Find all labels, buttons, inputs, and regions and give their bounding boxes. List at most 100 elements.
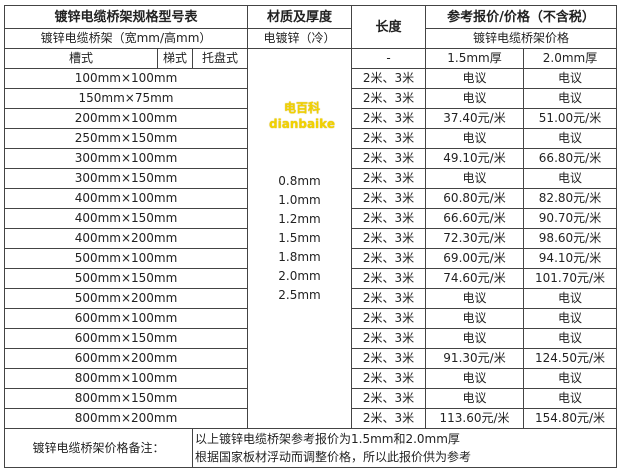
table-row: 500mm×100mm 2米、3米 69.00元/米 94.10元/米: [4, 248, 617, 269]
price-table: 镀锌电缆桥架规格型号表 材质及厚度 长度 参考报价/价格（不含税） 镀锌电缆桥架…: [4, 5, 617, 468]
note-line: 根据国家板材浮动而调整价格，所以此报价供为参考: [195, 450, 472, 464]
spec-cell: 500mm×150mm: [4, 268, 248, 289]
spec-subtitle: 镀锌电缆桥架（宽mm/高mm）: [4, 28, 248, 49]
price-1-5mm-cell: 66.60元/米: [425, 208, 524, 229]
price-1-5mm-cell: 37.40元/米: [425, 108, 524, 129]
table-row: 800mm×150mm 2米、3米 电议 电议: [4, 388, 617, 409]
price-2-0mm-cell: 电议: [523, 68, 617, 89]
spec-cell: 400mm×150mm: [4, 208, 248, 229]
length-cell: 2米、3米: [351, 308, 426, 329]
note-text: 以上镀锌电缆桥架参考报价为1.5mm和2.0mm厚 根据国家板材浮动而调整价格，所…: [192, 428, 617, 468]
table-row: 300mm×100mm 2米、3米 49.10元/米 66.80元/米: [4, 148, 617, 169]
table-row: 500mm×200mm 2米、3米 电议 电议: [4, 288, 617, 309]
length-cell: 2米、3米: [351, 188, 426, 209]
length-cell: 2米、3米: [351, 148, 426, 169]
length-cell: 2米、3米: [351, 328, 426, 349]
spec-cell: 800mm×100mm: [4, 368, 248, 389]
price-1-5mm-cell: 电议: [425, 308, 524, 329]
spec-cell: 400mm×200mm: [4, 228, 248, 249]
thickness-item: 1.5mm: [278, 231, 321, 245]
length-cell: 2米、3米: [351, 88, 426, 109]
spec-cell: 400mm×100mm: [4, 188, 248, 209]
price-1-5mm-cell: 60.80元/米: [425, 188, 524, 209]
thickness-item: 1.8mm: [278, 250, 321, 264]
length-cell: 2米、3米: [351, 68, 426, 89]
length-cell: 2米、3米: [351, 248, 426, 269]
material-header: 材质及厚度: [247, 5, 352, 29]
length-cell: 2米、3米: [351, 208, 426, 229]
price-1-5mm-cell: 49.10元/米: [425, 148, 524, 169]
length-cell: 2米、3米: [351, 268, 426, 289]
length-cell: 2米、3米: [351, 388, 426, 409]
col-1-5mm: 1.5mm厚: [425, 48, 524, 69]
price-2-0mm-cell: 51.00元/米: [523, 108, 617, 129]
thickness-item: 1.2mm: [278, 212, 321, 226]
price-2-0mm-cell: 66.80元/米: [523, 148, 617, 169]
table-row: 200mm×100mm 2米、3米 37.40元/米 51.00元/米: [4, 108, 617, 129]
price-1-5mm-cell: 电议: [425, 388, 524, 409]
spec-cell: 600mm×200mm: [4, 348, 248, 369]
spec-cell: 800mm×200mm: [4, 408, 248, 429]
price-1-5mm-cell: 电议: [425, 128, 524, 149]
spec-cell: 250mm×150mm: [4, 128, 248, 149]
price-1-5mm-cell: 74.60元/米: [425, 268, 524, 289]
price-2-0mm-cell: 电议: [523, 88, 617, 109]
length-header: 长度: [351, 5, 426, 49]
price-2-0mm-cell: 98.60元/米: [523, 228, 617, 249]
price-2-0mm-cell: 90.70元/米: [523, 208, 617, 229]
table-row: 500mm×150mm 2米、3米 74.60元/米 101.70元/米: [4, 268, 617, 289]
length-cell: 2米、3米: [351, 288, 426, 309]
price-1-5mm-cell: 72.30元/米: [425, 228, 524, 249]
spec-cell: 200mm×100mm: [4, 108, 248, 129]
table-title: 镀锌电缆桥架规格型号表: [4, 5, 248, 29]
price-1-5mm-cell: 电议: [425, 168, 524, 189]
price-1-5mm-cell: 电议: [425, 68, 524, 89]
spec-cell: 500mm×100mm: [4, 248, 248, 269]
price-1-5mm-cell: 电议: [425, 288, 524, 309]
note-line: 以上镀锌电缆桥架参考报价为1.5mm和2.0mm厚: [195, 432, 460, 446]
price-2-0mm-cell: 电议: [523, 128, 617, 149]
spec-cell: 500mm×200mm: [4, 288, 248, 309]
price-2-0mm-cell: 电议: [523, 388, 617, 409]
price-2-0mm-cell: 154.80元/米: [523, 408, 617, 429]
price-1-5mm-cell: 69.00元/米: [425, 248, 524, 269]
col-2-0mm: 2.0mm厚: [523, 48, 617, 69]
thickness-item: 0.8mm: [278, 174, 321, 188]
price-2-0mm-cell: 82.80元/米: [523, 188, 617, 209]
spec-cell: 300mm×150mm: [4, 168, 248, 189]
price-subtitle: 镀锌电缆桥架价格: [425, 28, 617, 49]
table-row: 100mm×100mm 2米、3米 电议 电议: [4, 68, 617, 89]
thickness-item: 2.0mm: [278, 269, 321, 283]
price-1-5mm-cell: 113.60元/米: [425, 408, 524, 429]
type-tray: 托盘式: [192, 48, 248, 69]
thickness-item: 2.5mm: [278, 288, 321, 302]
price-1-5mm-cell: 电议: [425, 328, 524, 349]
table-row: 800mm×100mm 2米、3米 电议 电议: [4, 368, 617, 389]
price-1-5mm-cell: 电议: [425, 368, 524, 389]
spec-cell: 600mm×100mm: [4, 308, 248, 329]
length-sub: -: [351, 48, 426, 69]
watermark: 电百科 dianbaike: [269, 101, 335, 131]
price-2-0mm-cell: 电议: [523, 168, 617, 189]
spec-cell: 100mm×100mm: [4, 68, 248, 89]
price-2-0mm-cell: 101.70元/米: [523, 268, 617, 289]
table-row: 800mm×200mm 2米、3米 113.60元/米 154.80元/米: [4, 408, 617, 429]
length-cell: 2米、3米: [351, 168, 426, 189]
material-subtitle: 电镀锌（冷）: [247, 28, 352, 49]
table-row: 400mm×100mm 2米、3米 60.80元/米 82.80元/米: [4, 188, 617, 209]
length-cell: 2米、3米: [351, 408, 426, 429]
thickness-list: 0.8mm 1.0mm 1.2mm 1.5mm 1.8mm 2.0mm 2.5mm: [247, 48, 352, 429]
table-row: 600mm×100mm 2米、3米 电议 电议: [4, 308, 617, 329]
thickness-item: 1.0mm: [278, 193, 321, 207]
spec-cell: 800mm×150mm: [4, 388, 248, 409]
price-2-0mm-cell: 94.10元/米: [523, 248, 617, 269]
spec-cell: 600mm×150mm: [4, 328, 248, 349]
price-2-0mm-cell: 电议: [523, 308, 617, 329]
length-cell: 2米、3米: [351, 368, 426, 389]
length-cell: 2米、3米: [351, 228, 426, 249]
note-label: 镀锌电缆桥架价格备注：: [4, 428, 193, 468]
table-row: 250mm×150mm 2米、3米 电议 电议: [4, 128, 617, 149]
type-ladder: 梯式: [157, 48, 193, 69]
price-header: 参考报价/价格（不含税）: [425, 5, 617, 29]
spec-cell: 300mm×100mm: [4, 148, 248, 169]
